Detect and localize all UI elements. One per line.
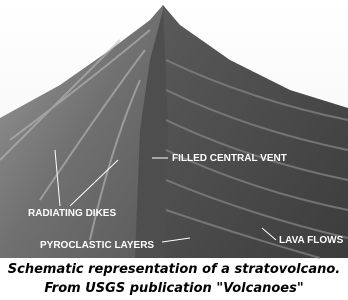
label-pyroclastic: PYROCLASTIC LAYERS (40, 240, 154, 251)
volcano-illustration (0, 0, 348, 259)
caption-line: Schematic representation of a stratovolc… (8, 262, 340, 277)
label-vent: FILLED CENTRAL VENT (172, 153, 287, 164)
label-lava: LAVA FLOWS (279, 235, 344, 246)
caption-line: From USGS publication "Volcanoes" (44, 281, 303, 296)
label-dikes: RADIATING DIKES (28, 208, 116, 219)
